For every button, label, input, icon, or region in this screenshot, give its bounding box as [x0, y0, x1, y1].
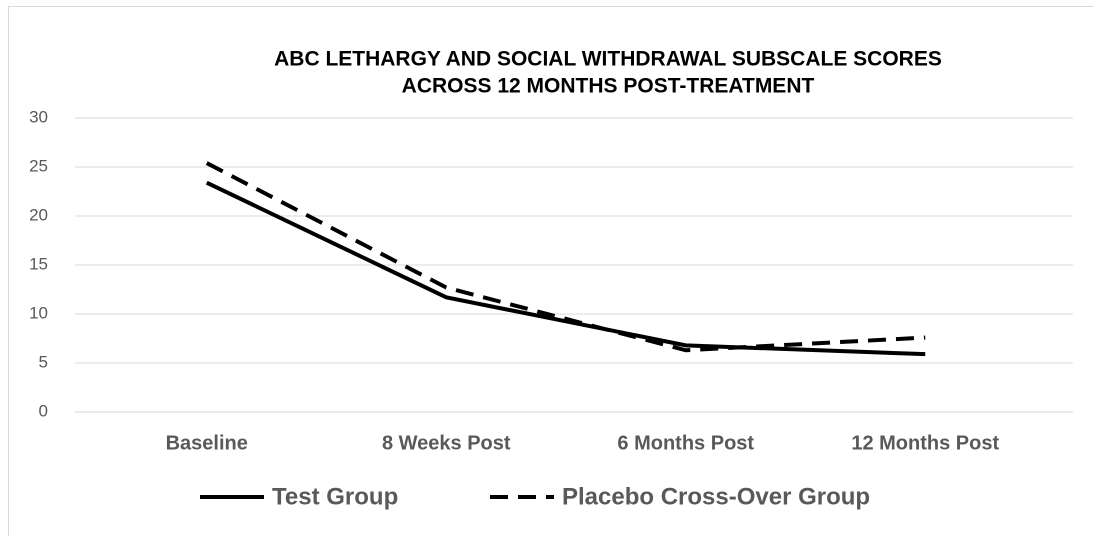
y-tick-label: 15	[29, 254, 48, 273]
chart-title: ABC LETHARGY AND SOCIAL WITHDRAWAL SUBSC…	[274, 48, 942, 71]
y-tick-label: 20	[29, 205, 48, 224]
chart-border	[8, 6, 1093, 536]
y-tick-label: 30	[29, 107, 48, 126]
y-tick-label: 0	[39, 401, 48, 420]
x-tick-label: Baseline	[166, 432, 248, 454]
x-tick-label: 8 Weeks Post	[382, 432, 511, 454]
y-tick-label: 25	[29, 156, 48, 175]
y-tick-label: 10	[29, 303, 48, 322]
x-tick-label: 6 Months Post	[617, 432, 754, 454]
chart-title: ACROSS 12 MONTHS POST-TREATMENT	[402, 75, 815, 98]
y-tick-label: 5	[39, 352, 48, 371]
legend-label: Placebo Cross-Over Group	[562, 483, 870, 510]
series-line	[205, 161, 926, 353]
series-line	[205, 180, 926, 357]
legend-label: Test Group	[272, 483, 398, 510]
x-tick-label: 12 Months Post	[851, 432, 999, 454]
